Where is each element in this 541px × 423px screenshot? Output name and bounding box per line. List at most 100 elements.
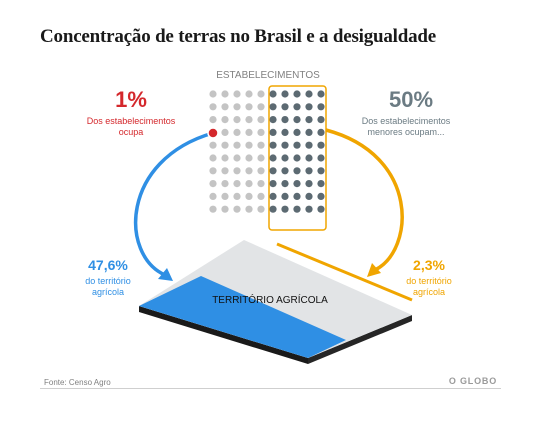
establishment-dot xyxy=(257,103,265,111)
establishment-dot xyxy=(209,90,217,98)
red-dot-highlight xyxy=(207,127,219,139)
blue-arrowhead xyxy=(158,268,173,281)
establishment-dot xyxy=(317,116,325,124)
establishment-dot xyxy=(245,116,253,124)
establishment-dot xyxy=(281,167,289,175)
establishment-dot xyxy=(281,154,289,162)
establishment-dot xyxy=(257,167,265,175)
establishment-dot xyxy=(293,128,301,136)
establishment-dot xyxy=(293,103,301,111)
establishment-dot xyxy=(293,205,301,213)
establishment-dot xyxy=(305,90,313,98)
establishment-dot xyxy=(305,205,313,213)
right-top-line2: menores ocupam... xyxy=(367,127,444,137)
establishment-dot xyxy=(221,90,229,98)
establishment-dot xyxy=(269,116,277,124)
establishment-dot xyxy=(245,154,253,162)
establishment-dot xyxy=(281,128,289,136)
establishment-dot xyxy=(221,180,229,188)
right-bottom-line1: do território xyxy=(406,276,452,286)
establishment-dot xyxy=(317,154,325,162)
establishment-dot xyxy=(317,103,325,111)
establishment-dot xyxy=(269,180,277,188)
establishment-dot xyxy=(245,128,253,136)
establishment-dot xyxy=(209,154,217,162)
establishment-dot xyxy=(209,167,217,175)
establishment-dot xyxy=(233,116,241,124)
establishment-dot xyxy=(305,103,313,111)
establishment-dot xyxy=(257,90,265,98)
establishment-dot xyxy=(221,128,229,136)
establishment-dot xyxy=(281,103,289,111)
establishment-dot xyxy=(221,141,229,149)
establishment-dot xyxy=(245,205,253,213)
establishment-dot xyxy=(257,180,265,188)
right-top-value: 50% xyxy=(389,87,433,112)
right-top-line1: Dos estabelecimentos xyxy=(362,116,451,126)
establishment-dot xyxy=(233,141,241,149)
establishment-dot xyxy=(221,205,229,213)
establishment-dot xyxy=(257,205,265,213)
right-bottom-value: 2,3% xyxy=(413,257,445,273)
right-bottom-line2: agrícola xyxy=(413,287,445,297)
establishment-dot xyxy=(245,192,253,200)
establishment-dot xyxy=(293,180,301,188)
establishment-dot xyxy=(269,167,277,175)
establishment-dot xyxy=(257,128,265,136)
establishment-dot xyxy=(257,141,265,149)
dot-grid xyxy=(209,90,325,213)
establishment-dot xyxy=(269,128,277,136)
land-platform xyxy=(139,240,413,364)
left-bottom-line1: do território xyxy=(85,276,131,286)
establishment-dot xyxy=(281,141,289,149)
page-title: Concentração de terras no Brasil e a des… xyxy=(40,26,437,47)
establishment-dot xyxy=(317,205,325,213)
establishment-dot xyxy=(233,154,241,162)
land-orange-edge xyxy=(276,242,413,302)
establishment-dot xyxy=(269,141,277,149)
establishment-dot xyxy=(233,90,241,98)
establishment-dot xyxy=(293,192,301,200)
establishment-dot xyxy=(317,141,325,149)
establishment-dot xyxy=(209,116,217,124)
establishment-dot xyxy=(305,141,313,149)
establishment-dot xyxy=(269,90,277,98)
establishment-dot xyxy=(317,128,325,136)
establishment-dot xyxy=(317,167,325,175)
establishment-dot xyxy=(209,192,217,200)
establishment-dot xyxy=(221,192,229,200)
establishment-dot xyxy=(233,180,241,188)
establishment-dot xyxy=(221,116,229,124)
establishment-dot xyxy=(245,141,253,149)
establishment-dot xyxy=(269,192,277,200)
establishment-dot xyxy=(221,154,229,162)
establishment-dot xyxy=(257,192,265,200)
blue-arrow xyxy=(134,131,214,277)
source-note: Fonte: Censo Agro xyxy=(44,378,111,387)
establishment-dot xyxy=(317,180,325,188)
establishment-dot xyxy=(209,180,217,188)
establishment-dot xyxy=(293,141,301,149)
footer-rule xyxy=(40,388,501,389)
establishment-dot xyxy=(233,167,241,175)
establishment-dot xyxy=(233,103,241,111)
publisher-logo: O GLOBO xyxy=(448,376,497,386)
establishment-dot xyxy=(281,90,289,98)
orange-arrowhead xyxy=(367,263,381,277)
establishment-dot xyxy=(317,90,325,98)
establishment-dot xyxy=(281,205,289,213)
establishment-dot xyxy=(281,180,289,188)
establishment-dot xyxy=(305,116,313,124)
establishment-dot xyxy=(233,192,241,200)
establishment-dot xyxy=(209,205,217,213)
establishment-dot xyxy=(209,141,217,149)
land-label: TERRITÓRIO AGRÍCOLA xyxy=(212,293,328,306)
establishment-dot xyxy=(233,128,241,136)
establishment-dot xyxy=(221,103,229,111)
establishment-dot xyxy=(257,154,265,162)
establishment-dot xyxy=(317,192,325,200)
establishment-dot xyxy=(305,128,313,136)
establishment-dot xyxy=(305,192,313,200)
establishment-dot xyxy=(221,167,229,175)
